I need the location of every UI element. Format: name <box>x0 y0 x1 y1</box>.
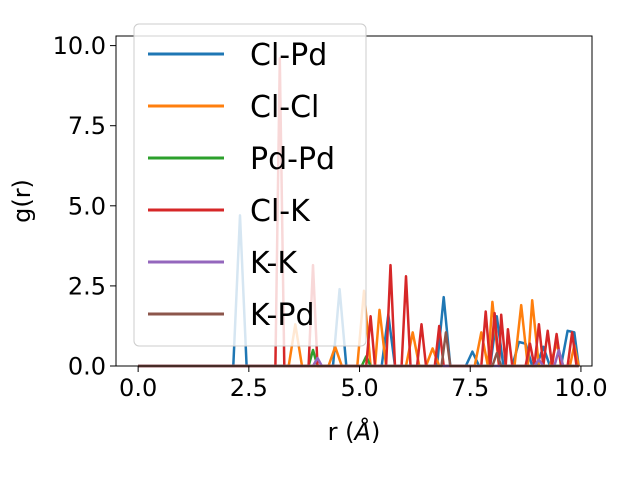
x-tick-label: 10.0 <box>554 374 607 402</box>
legend-label: K-Pd <box>250 298 314 333</box>
legend-entry: Cl-K <box>148 194 311 229</box>
legend-entry: K-K <box>148 246 298 281</box>
y-tick-label: 0.0 <box>68 353 106 381</box>
x-axis-label: r (Å) <box>328 417 381 446</box>
legend-label: K-K <box>250 246 298 281</box>
y-tick-label: 5.0 <box>68 192 106 220</box>
legend-entry: Cl-Pd <box>148 38 327 73</box>
y-tick-label: 7.5 <box>68 112 106 140</box>
legend-label: Cl-K <box>250 194 311 229</box>
legend-label: Pd-Pd <box>250 142 335 177</box>
x-tick-label: 7.5 <box>451 374 489 402</box>
legend-label: Cl-Cl <box>250 90 319 125</box>
x-tick-label: 2.5 <box>230 374 268 402</box>
y-tick-label: 10.0 <box>53 32 106 60</box>
x-tick-label: 5.0 <box>340 374 378 402</box>
y-axis-label: g(r) <box>8 179 36 223</box>
legend-entry: K-Pd <box>148 298 314 333</box>
legend-entry: Cl-Cl <box>148 90 319 125</box>
legend-entry: Pd-Pd <box>148 142 335 177</box>
series-line-k-k <box>138 348 579 368</box>
y-tick-label: 2.5 <box>68 272 106 300</box>
legend-label: Cl-Pd <box>250 38 327 73</box>
x-tick-label: 0.0 <box>119 374 157 402</box>
y-axis-ticks: 0.0 2.5 5.0 7.5 10.0 <box>53 32 116 381</box>
legend: Cl-Pd Cl-Cl Pd-Pd Cl-K K-K K-Pd <box>133 23 367 347</box>
x-axis-ticks: 0.0 2.5 5.0 7.5 10.0 <box>119 366 608 402</box>
